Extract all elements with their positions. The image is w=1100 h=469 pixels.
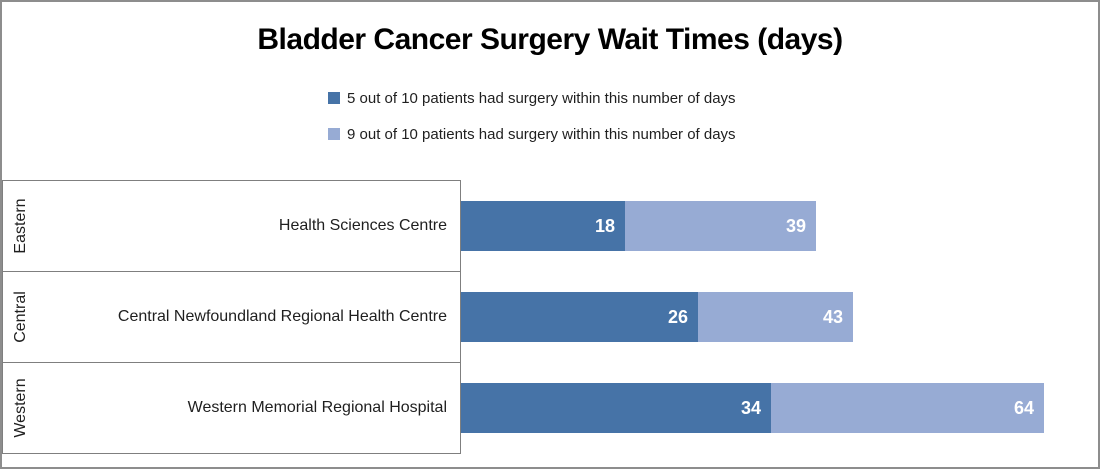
bar-row-central: 26 43	[461, 271, 1098, 363]
category-row-western: Western Western Memorial Regional Hospit…	[2, 362, 461, 454]
bar-value-90th: 43	[822, 306, 843, 327]
chart-title: Bladder Cancer Surgery Wait Times (days)	[257, 23, 843, 56]
facility-label-central-newfoundland: Central Newfoundland Regional Health Cen…	[117, 308, 447, 325]
category-row-central: Central Central Newfoundland Regional He…	[2, 271, 461, 363]
facility-label-western-memorial: Western Memorial Regional Hospital	[187, 399, 447, 416]
facility-label-health-sciences-centre: Health Sciences Centre	[278, 217, 447, 234]
bar-value-90th: 64	[1013, 397, 1034, 418]
stacked-bar: 26 43	[461, 292, 853, 342]
bar-segment-90th: 39	[625, 201, 816, 251]
bar-value-median: 26	[667, 306, 688, 327]
bar-value-90th: 39	[785, 215, 806, 236]
region-cell: Central	[3, 272, 39, 362]
bar-segment-median: 18	[461, 201, 625, 251]
region-cell: Western	[3, 363, 39, 453]
region-cell: Eastern	[3, 181, 39, 271]
category-row-eastern: Eastern Health Sciences Centre	[2, 180, 461, 272]
legend-swatch-light-blue-icon	[328, 128, 340, 140]
legend-item-median: 5 out of 10 patients had surgery within …	[328, 89, 736, 107]
stacked-bar: 18 39	[461, 201, 816, 251]
legend-label-90th-percentile: 9 out of 10 patients had surgery within …	[347, 125, 736, 143]
region-label-eastern: Eastern	[12, 198, 29, 254]
bar-segment-90th: 64	[771, 383, 1044, 433]
bar-segment-median: 26	[461, 292, 698, 342]
bar-segment-median: 34	[461, 383, 771, 433]
bar-row-eastern: 18 39	[461, 180, 1098, 272]
region-label-western: Western	[12, 378, 29, 438]
legend-item-90th-percentile: 9 out of 10 patients had surgery within …	[328, 125, 736, 143]
region-label-central: Central	[12, 291, 29, 343]
legend-swatch-dark-blue-icon	[328, 92, 340, 104]
legend-label-median: 5 out of 10 patients had surgery within …	[347, 89, 736, 107]
bar-row-western: 34 64	[461, 362, 1098, 454]
bar-segment-90th: 43	[698, 292, 853, 342]
bar-value-median: 18	[594, 215, 615, 236]
stacked-bar: 34 64	[461, 383, 1044, 433]
category-axis: Eastern Health Sciences Centre Central C…	[2, 180, 461, 454]
plot-area: 18 39 26 43 34	[461, 180, 1098, 454]
bar-value-median: 34	[740, 397, 761, 418]
